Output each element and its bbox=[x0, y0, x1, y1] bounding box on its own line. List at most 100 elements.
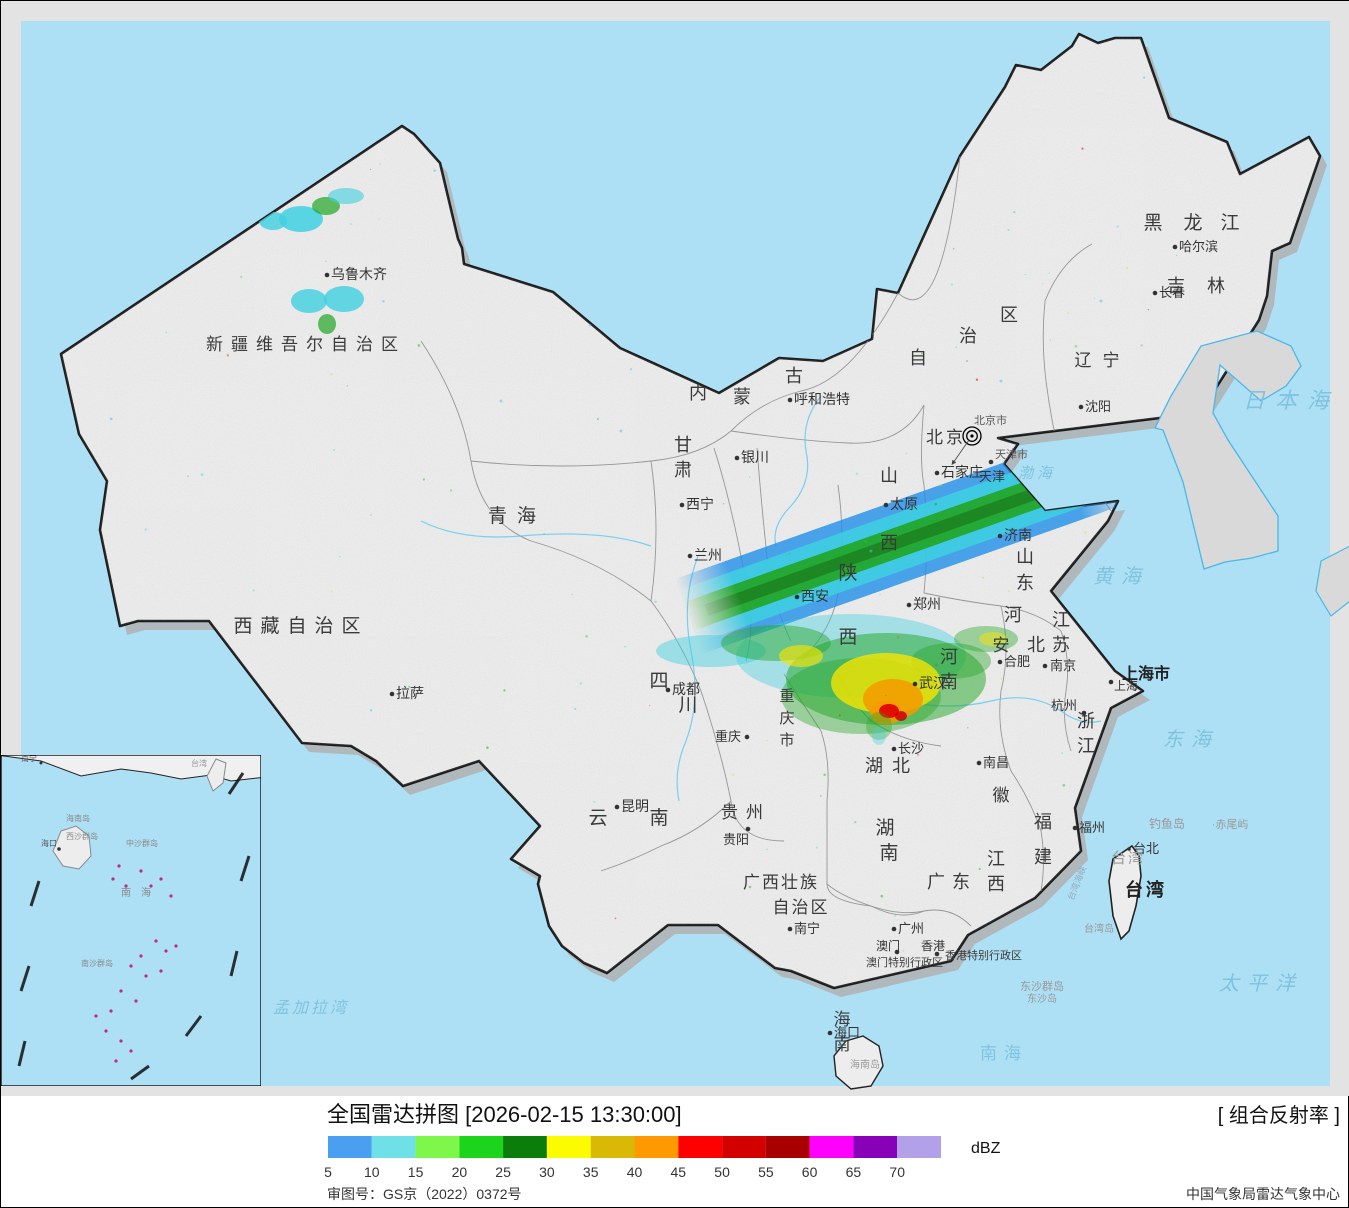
svg-text:湖: 湖 bbox=[865, 756, 883, 776]
svg-text:自: 自 bbox=[909, 348, 927, 368]
svg-text:45: 45 bbox=[671, 1164, 687, 1180]
svg-text:青海: 青海 bbox=[488, 505, 546, 527]
svg-text:长春: 长春 bbox=[1159, 285, 1185, 300]
svg-text:天津: 天津 bbox=[979, 469, 1005, 484]
svg-text:东沙岛: 东沙岛 bbox=[1027, 992, 1057, 1005]
svg-text:拉萨: 拉萨 bbox=[396, 685, 424, 701]
svg-text:林: 林 bbox=[1207, 276, 1225, 296]
svg-text:西: 西 bbox=[987, 874, 1005, 894]
svg-text:乌鲁木齐: 乌鲁木齐 bbox=[331, 266, 387, 282]
svg-text:合肥: 合肥 bbox=[1004, 654, 1030, 669]
svg-text:西: 西 bbox=[880, 533, 898, 553]
svg-text:重庆: 重庆 bbox=[715, 729, 741, 744]
svg-text:昆明: 昆明 bbox=[621, 798, 649, 814]
svg-text:南 海: 南 海 bbox=[121, 886, 151, 899]
svg-text:苏: 苏 bbox=[1052, 635, 1070, 655]
svg-text:孟加拉湾: 孟加拉湾 bbox=[273, 999, 349, 1017]
svg-text:海口: 海口 bbox=[41, 838, 57, 848]
svg-text:兰州: 兰州 bbox=[694, 547, 722, 563]
svg-text:云: 云 bbox=[588, 808, 615, 829]
svg-text:台湾岛: 台湾岛 bbox=[1084, 922, 1114, 935]
svg-text:济南: 济南 bbox=[1004, 527, 1032, 543]
svg-text:25: 25 bbox=[495, 1164, 511, 1180]
svg-text:重: 重 bbox=[779, 688, 794, 705]
svg-text:55: 55 bbox=[758, 1164, 774, 1180]
svg-text:福: 福 bbox=[1034, 812, 1052, 832]
svg-text:·赤尾屿: ·赤尾屿 bbox=[1212, 818, 1249, 831]
svg-text:成都: 成都 bbox=[672, 681, 700, 697]
svg-text:甘: 甘 bbox=[674, 435, 692, 455]
svg-text:湖: 湖 bbox=[875, 817, 902, 839]
svg-text:宁: 宁 bbox=[1103, 351, 1120, 370]
svg-text:古: 古 bbox=[785, 366, 803, 386]
svg-text:长沙: 长沙 bbox=[898, 741, 924, 756]
svg-text:市: 市 bbox=[779, 732, 794, 749]
svg-text:东海: 东海 bbox=[1163, 729, 1219, 751]
svg-text:40: 40 bbox=[627, 1164, 643, 1180]
svg-text:武汉: 武汉 bbox=[919, 675, 947, 691]
svg-text:中国气象局雷达气象中心: 中国气象局雷达气象中心 bbox=[1186, 1186, 1340, 1202]
svg-text:台湾: 台湾 bbox=[191, 758, 207, 768]
svg-text:35: 35 bbox=[583, 1164, 599, 1180]
svg-text:西藏自治区: 西藏自治区 bbox=[233, 615, 368, 637]
svg-text:郑州: 郑州 bbox=[913, 596, 941, 612]
svg-text:新疆维吾尔自治区: 新疆维吾尔自治区 bbox=[206, 335, 406, 354]
svg-text:50: 50 bbox=[714, 1164, 730, 1180]
svg-text:海口: 海口 bbox=[834, 1025, 860, 1040]
svg-text:海南岛: 海南岛 bbox=[66, 813, 90, 823]
svg-text:自治区: 自治区 bbox=[773, 898, 830, 917]
svg-text:西沙群岛: 西沙群岛 bbox=[66, 831, 98, 841]
svg-text:10: 10 bbox=[364, 1164, 380, 1180]
svg-text:四: 四 bbox=[649, 671, 668, 692]
svg-text:龙: 龙 bbox=[1183, 212, 1202, 234]
svg-text:贵州: 贵州 bbox=[721, 803, 771, 822]
svg-text:广州: 广州 bbox=[898, 921, 924, 936]
svg-text:陕: 陕 bbox=[838, 562, 857, 584]
svg-text:区: 区 bbox=[1000, 305, 1018, 325]
svg-text:渤海: 渤海 bbox=[1018, 465, 1056, 482]
svg-text:5: 5 bbox=[324, 1164, 332, 1180]
svg-text:沈阳: 沈阳 bbox=[1085, 399, 1111, 414]
svg-text:南昌: 南昌 bbox=[983, 755, 1009, 770]
svg-text:南沙群岛: 南沙群岛 bbox=[81, 958, 113, 968]
svg-text:杭州: 杭州 bbox=[1051, 698, 1077, 713]
svg-text:南: 南 bbox=[879, 842, 898, 864]
svg-text:山: 山 bbox=[880, 466, 898, 486]
svg-text:20: 20 bbox=[452, 1164, 468, 1180]
svg-text:15: 15 bbox=[408, 1164, 424, 1180]
svg-text:南京: 南京 bbox=[1050, 658, 1076, 673]
svg-text:川: 川 bbox=[678, 695, 697, 716]
svg-text:日本海: 日本海 bbox=[1243, 388, 1339, 413]
svg-text:江: 江 bbox=[1220, 212, 1239, 234]
svg-text:银川: 银川 bbox=[741, 449, 769, 465]
svg-text:65: 65 bbox=[846, 1164, 862, 1180]
svg-text:江: 江 bbox=[1052, 610, 1070, 630]
svg-text:台湾: 台湾 bbox=[1125, 879, 1167, 900]
svg-text:福州: 福州 bbox=[1079, 820, 1105, 835]
svg-text:黑: 黑 bbox=[1143, 213, 1168, 234]
svg-text:澳门特别行政区: 澳门特别行政区 bbox=[866, 955, 943, 969]
svg-text:北京市: 北京市 bbox=[974, 413, 1007, 427]
svg-text:石家庄: 石家庄 bbox=[941, 464, 983, 480]
svg-text:北: 北 bbox=[1027, 635, 1045, 655]
svg-text:西宁: 西宁 bbox=[686, 496, 714, 512]
svg-text:哈尔滨: 哈尔滨 bbox=[1179, 239, 1218, 254]
svg-text:东: 东 bbox=[952, 872, 970, 892]
svg-text:徽: 徽 bbox=[993, 786, 1010, 805]
svg-text:肃: 肃 bbox=[674, 460, 692, 480]
svg-text:江: 江 bbox=[987, 849, 1005, 869]
svg-text:太原: 太原 bbox=[890, 496, 918, 512]
svg-text:呼和浩特: 呼和浩特 bbox=[794, 391, 850, 407]
svg-text:70: 70 bbox=[889, 1164, 905, 1180]
svg-text:香港: 香港 bbox=[921, 939, 945, 953]
svg-text:广: 广 bbox=[927, 872, 945, 892]
svg-text:黄海: 黄海 bbox=[1093, 566, 1149, 588]
svg-text:全国雷达拼图 [2026-02-15 13:30:00]: 全国雷达拼图 [2026-02-15 13:30:00] bbox=[327, 1102, 682, 1127]
svg-text:内: 内 bbox=[689, 383, 707, 403]
svg-text:海南岛: 海南岛 bbox=[850, 1058, 880, 1071]
svg-text:澳门: 澳门 bbox=[876, 938, 900, 953]
svg-text:河: 河 bbox=[1004, 605, 1022, 625]
svg-text:中沙群岛: 中沙群岛 bbox=[126, 838, 158, 848]
svg-text:江: 江 bbox=[1077, 736, 1095, 756]
svg-text:太平洋: 太平洋 bbox=[1219, 973, 1303, 995]
